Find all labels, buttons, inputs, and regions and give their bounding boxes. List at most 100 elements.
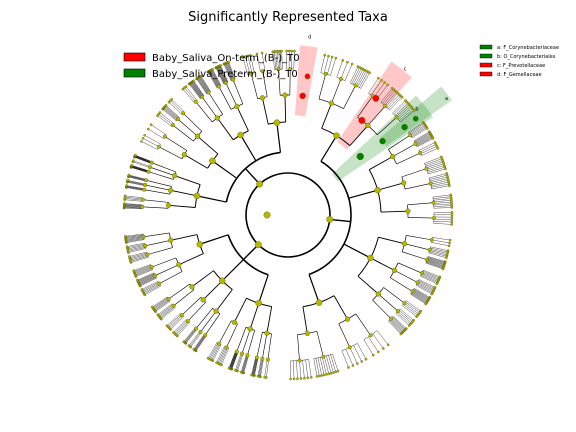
branch-line: [372, 299, 392, 319]
branch-line: [170, 189, 198, 197]
branch-line: [415, 135, 432, 145]
branch-line: [320, 55, 325, 73]
branch-line: [408, 123, 424, 134]
taxon-node: [377, 350, 380, 354]
branch-line: [202, 280, 223, 301]
branch-line: [429, 173, 447, 179]
branch-line: [184, 327, 196, 343]
branch-line: [381, 89, 394, 104]
branch-line: [418, 279, 436, 288]
branch-line: [266, 306, 273, 334]
branch-line: [227, 62, 235, 80]
clade-legend: a: F_Corynebacteriaceae b: O_Corynebacte…: [479, 44, 559, 78]
taxon-node: [140, 140, 143, 143]
taxon-node: [237, 131, 244, 139]
branch-line: [253, 357, 258, 376]
taxon-node: [341, 59, 345, 62]
branch-line: [193, 81, 204, 96]
taxon-node: [280, 49, 284, 53]
taxon-node: [260, 356, 265, 361]
branch-line: [383, 287, 405, 304]
taxon-node: [181, 111, 186, 116]
taxon-node: [162, 134, 167, 139]
branch-line: [155, 264, 179, 276]
branch-line: [410, 294, 426, 305]
branch-line: [125, 195, 144, 199]
taxon-node: [214, 115, 220, 121]
branch-line: [177, 118, 198, 137]
branch-line: [231, 351, 238, 369]
branch-line: [405, 183, 431, 190]
branch-line: [372, 333, 384, 349]
branch-line: [124, 205, 143, 207]
taxon-node: [166, 297, 171, 302]
taxon-node: [450, 213, 454, 217]
branch-line: [158, 146, 183, 160]
branch-line: [143, 232, 170, 238]
branch-line: [168, 315, 182, 328]
taxon-node: [231, 319, 237, 325]
branch-line: [219, 347, 228, 365]
branch-line: [350, 66, 359, 84]
branch-line: [426, 163, 444, 170]
branch-line: [256, 332, 263, 358]
branch-line: [129, 253, 148, 260]
branch-line: [428, 252, 447, 258]
branch-line: [377, 182, 404, 191]
taxon-node: [241, 56, 245, 59]
branch-line: [377, 117, 397, 136]
taxon-node: [231, 77, 236, 82]
branch-line: [168, 283, 191, 300]
branch-line: [406, 235, 432, 241]
branch-line: [416, 284, 433, 294]
taxon-node: [158, 111, 162, 114]
branch-line: [245, 56, 251, 75]
taxon-node: [200, 297, 206, 303]
taxon-node: [407, 324, 411, 327]
group-legend: Baby_Saliva_On-term_(B-)_T0 Baby_Saliva_…: [123, 52, 300, 80]
taxon-node: [379, 137, 386, 145]
branch-line: [413, 289, 430, 300]
branch-line: [176, 321, 189, 336]
branch-line: [392, 143, 416, 157]
taxon-node: [140, 197, 145, 202]
taxon-node: [127, 173, 131, 177]
taxon-node: [227, 60, 231, 64]
branch-line: [173, 289, 195, 306]
taxon-node: [213, 308, 219, 314]
branch-line: [253, 357, 258, 376]
branch-line: [323, 56, 329, 74]
branch-line: [145, 239, 171, 247]
taxon-node: [143, 133, 146, 137]
taxon-node: [256, 180, 264, 188]
taxon-node: [412, 115, 419, 122]
branch-line: [293, 360, 295, 379]
branch-line: [130, 256, 148, 262]
taxon-node: [227, 366, 231, 370]
taxon-node: [175, 117, 180, 122]
branch-line: [142, 206, 169, 209]
taxon-node: [413, 109, 416, 112]
clade-legend-label-c: c: F_Prevotellaceae: [497, 63, 545, 69]
branch-line: [151, 257, 177, 268]
taxon-node: [206, 90, 211, 95]
branch-line: [425, 262, 443, 270]
taxon-node: [144, 178, 149, 183]
branch-line: [330, 58, 336, 76]
branch-line: [134, 266, 152, 273]
branch-line: [274, 51, 276, 70]
taxon-node: [211, 68, 214, 71]
branch-line: [125, 233, 144, 237]
branch-line: [433, 218, 452, 220]
branch-line: [327, 57, 333, 75]
branch-line: [392, 100, 406, 114]
taxon-node: [394, 115, 399, 120]
taxon-node: [336, 369, 340, 373]
taxon-node: [374, 186, 381, 194]
branch-line: [163, 107, 178, 120]
branch-line: [208, 92, 223, 115]
branch-line: [124, 198, 143, 201]
branch-line: [225, 63, 233, 81]
taxon-node: [260, 51, 264, 55]
branch-line: [231, 352, 239, 370]
